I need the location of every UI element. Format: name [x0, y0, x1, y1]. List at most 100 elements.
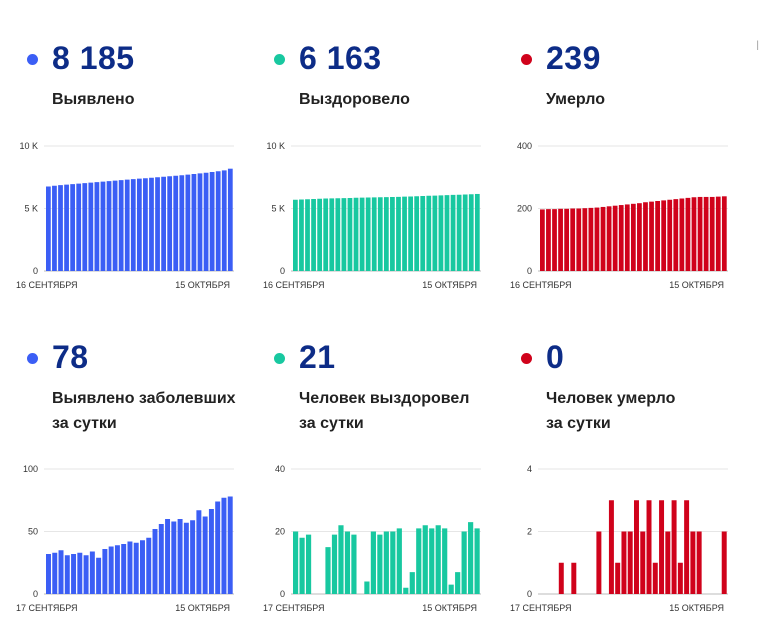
bar[interactable] [552, 209, 557, 272]
bar[interactable] [383, 197, 389, 272]
bar[interactable] [179, 175, 185, 271]
bar[interactable] [197, 173, 203, 272]
bar[interactable] [227, 168, 233, 271]
bar[interactable] [438, 195, 444, 272]
bar[interactable] [58, 550, 64, 594]
bar[interactable] [608, 500, 614, 594]
bar[interactable] [432, 195, 438, 272]
bar[interactable] [414, 196, 420, 271]
bar[interactable] [420, 196, 426, 271]
bar[interactable] [659, 500, 665, 594]
bar[interactable] [221, 497, 227, 594]
bar[interactable] [627, 531, 633, 595]
bar[interactable] [293, 199, 298, 271]
bar[interactable] [140, 540, 145, 594]
bar[interactable] [450, 194, 456, 272]
bar[interactable] [709, 196, 715, 271]
bar[interactable] [323, 198, 329, 272]
bar[interactable] [215, 171, 221, 271]
bar[interactable] [409, 572, 415, 595]
bar[interactable] [203, 172, 209, 271]
bar[interactable] [165, 519, 171, 594]
bar[interactable] [715, 196, 721, 272]
bar[interactable] [177, 519, 183, 594]
bar[interactable] [347, 198, 353, 271]
bar[interactable] [588, 207, 594, 272]
bar[interactable] [124, 179, 130, 272]
bar[interactable] [64, 184, 69, 272]
bar[interactable] [100, 181, 106, 272]
bar[interactable] [665, 531, 671, 595]
bar[interactable] [618, 205, 624, 271]
bar[interactable] [305, 534, 312, 595]
bar[interactable] [390, 531, 396, 595]
bar[interactable] [634, 500, 639, 594]
bar[interactable] [422, 525, 428, 594]
bar[interactable] [127, 541, 133, 595]
bar[interactable] [311, 199, 316, 271]
bar[interactable] [143, 178, 148, 271]
bar[interactable] [403, 587, 409, 594]
bar[interactable] [673, 199, 679, 272]
bar[interactable] [596, 531, 602, 595]
bar[interactable] [155, 177, 160, 271]
bar[interactable] [408, 196, 413, 272]
bar[interactable] [149, 177, 154, 271]
bar[interactable] [331, 534, 338, 595]
bar[interactable] [64, 555, 70, 594]
bar[interactable] [46, 186, 51, 272]
bar[interactable] [89, 551, 95, 595]
bar[interactable] [661, 200, 667, 272]
bar[interactable] [630, 203, 636, 271]
bar[interactable] [390, 197, 395, 271]
bar[interactable] [96, 557, 102, 594]
bar[interactable] [643, 202, 648, 271]
bar[interactable] [468, 194, 474, 271]
bar[interactable] [364, 581, 370, 595]
bar[interactable] [76, 183, 82, 272]
bar[interactable] [77, 552, 83, 594]
bar[interactable] [685, 197, 691, 272]
bar[interactable] [215, 501, 221, 595]
bar[interactable] [435, 525, 441, 594]
bar[interactable] [335, 198, 341, 271]
bar[interactable] [52, 552, 58, 594]
bar[interactable] [655, 201, 660, 271]
bar[interactable] [133, 542, 139, 594]
bar[interactable] [317, 198, 323, 271]
bar[interactable] [299, 199, 304, 272]
bar[interactable] [88, 182, 94, 272]
bar[interactable] [474, 193, 480, 271]
bar[interactable] [402, 196, 407, 272]
bar[interactable] [697, 196, 703, 271]
bar[interactable] [606, 206, 612, 271]
bar[interactable] [612, 205, 618, 271]
bar[interactable] [130, 179, 136, 272]
bar[interactable] [152, 529, 158, 594]
bar[interactable] [637, 203, 642, 271]
bar[interactable] [429, 528, 435, 595]
bar[interactable] [546, 209, 551, 272]
bar[interactable] [161, 176, 166, 271]
bar[interactable] [196, 510, 202, 594]
bar[interactable] [293, 531, 299, 595]
bar[interactable] [691, 197, 697, 271]
bar[interactable] [455, 572, 461, 595]
bar[interactable] [70, 184, 76, 272]
bar[interactable] [576, 208, 582, 272]
bar[interactable] [396, 196, 401, 272]
bar[interactable] [121, 544, 127, 594]
bar[interactable] [624, 204, 630, 271]
bar[interactable] [462, 194, 468, 272]
bar[interactable] [102, 549, 108, 594]
bar[interactable] [377, 197, 383, 271]
bar[interactable] [570, 208, 576, 272]
bar[interactable] [191, 174, 197, 271]
bar[interactable] [146, 537, 152, 594]
bar[interactable] [114, 545, 120, 594]
bar[interactable] [365, 197, 371, 272]
bar[interactable] [652, 562, 658, 594]
bar[interactable] [426, 195, 432, 271]
bar[interactable] [564, 208, 570, 271]
bar[interactable] [221, 170, 227, 272]
